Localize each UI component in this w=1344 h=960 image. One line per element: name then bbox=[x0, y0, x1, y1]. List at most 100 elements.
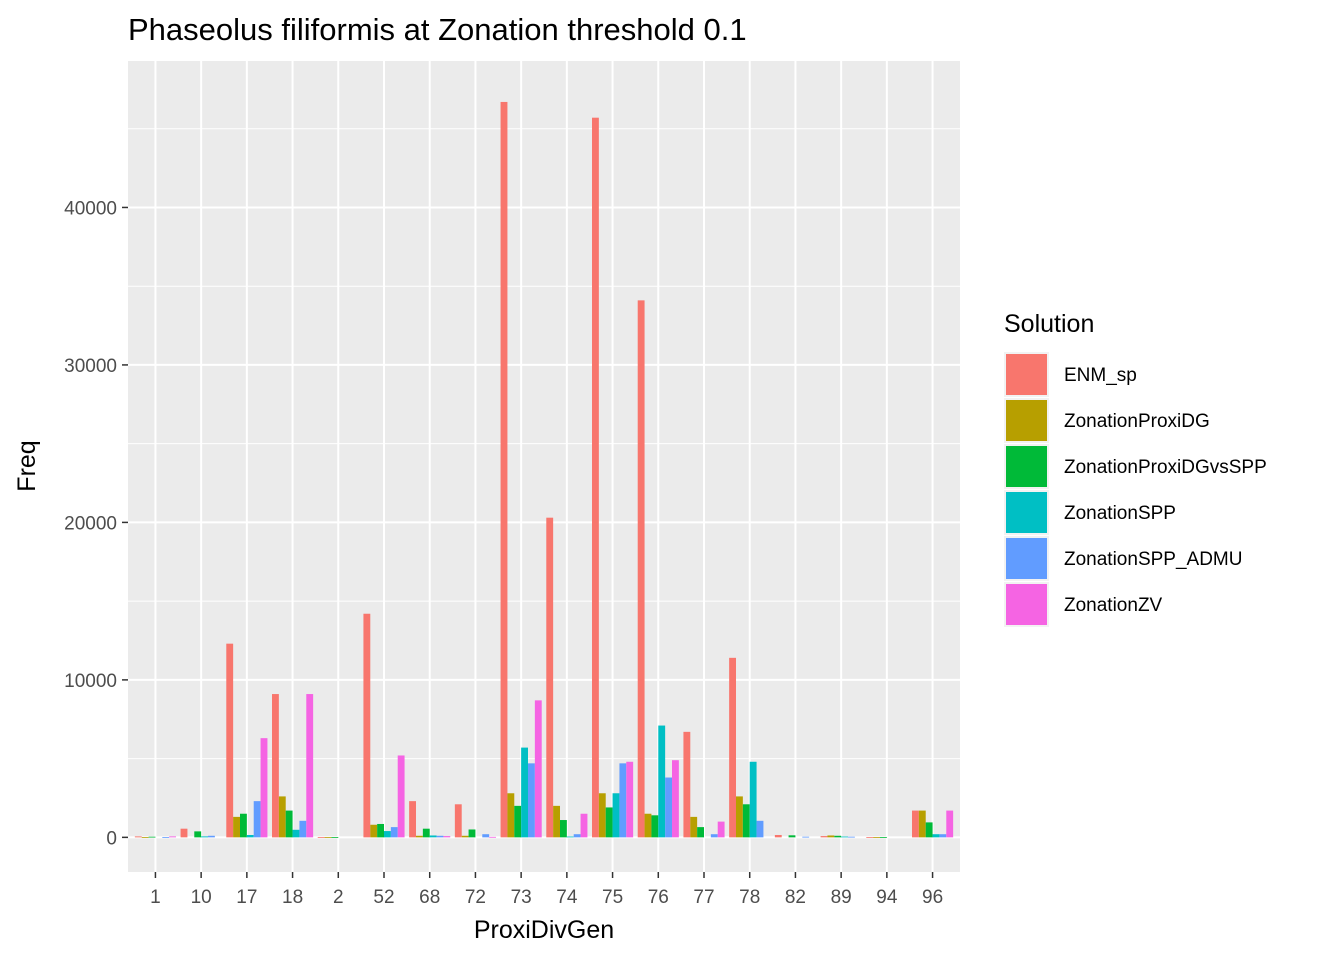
y-tick-label: 10000 bbox=[64, 671, 117, 692]
bar bbox=[377, 823, 384, 838]
bar bbox=[240, 813, 247, 838]
y-tick-label: 0 bbox=[106, 828, 117, 849]
bar bbox=[946, 810, 954, 838]
bar bbox=[637, 300, 645, 838]
x-tick-label: 72 bbox=[465, 887, 486, 908]
bar bbox=[717, 821, 725, 838]
bar bbox=[644, 813, 652, 838]
bar bbox=[363, 613, 371, 838]
bar bbox=[482, 834, 490, 838]
legend-key bbox=[1006, 584, 1047, 625]
bar bbox=[384, 831, 391, 838]
bar bbox=[658, 725, 666, 838]
bar bbox=[468, 829, 476, 838]
y-axis: 0 10000 20000 30000 40000 bbox=[64, 198, 128, 849]
bar bbox=[514, 805, 522, 838]
x-tick-label: 76 bbox=[648, 887, 669, 908]
bar bbox=[880, 837, 887, 838]
bar bbox=[834, 835, 842, 838]
y-axis-title: Freq bbox=[13, 440, 41, 491]
x-tick-label: 18 bbox=[282, 887, 303, 908]
bar bbox=[500, 101, 508, 838]
bar bbox=[324, 837, 332, 838]
legend-key bbox=[1006, 492, 1047, 533]
bar bbox=[201, 836, 208, 838]
bar bbox=[697, 827, 704, 838]
bar bbox=[285, 810, 293, 838]
bar bbox=[619, 763, 627, 838]
bar bbox=[436, 835, 444, 838]
bar bbox=[566, 836, 574, 838]
bar bbox=[528, 763, 535, 838]
x-tick-label: 74 bbox=[556, 887, 578, 908]
bar bbox=[626, 761, 634, 838]
bar bbox=[932, 834, 940, 838]
bar bbox=[866, 837, 874, 838]
bar bbox=[729, 657, 736, 838]
bar bbox=[848, 836, 855, 838]
x-axis-title: ProxiDivGen bbox=[474, 916, 614, 944]
legend-key bbox=[1006, 538, 1047, 579]
bar bbox=[580, 813, 588, 838]
legend-label: ZonationSPP bbox=[1064, 503, 1176, 524]
bar bbox=[422, 828, 430, 838]
bar bbox=[454, 804, 462, 838]
bar bbox=[162, 837, 170, 838]
bar bbox=[397, 755, 405, 838]
y-tick-label: 30000 bbox=[64, 356, 117, 377]
bar bbox=[141, 837, 149, 838]
bar bbox=[827, 835, 835, 838]
chart-title: Phaseolus filiformis at Zonation thresho… bbox=[128, 12, 747, 47]
bar bbox=[918, 810, 926, 838]
bar bbox=[461, 835, 469, 838]
x-tick-label: 1 bbox=[150, 887, 161, 908]
bar bbox=[306, 694, 314, 838]
x-tick-label: 89 bbox=[831, 887, 852, 908]
bar bbox=[208, 835, 215, 838]
bar bbox=[148, 836, 156, 838]
bar bbox=[246, 834, 254, 838]
bar bbox=[409, 801, 416, 838]
bar bbox=[292, 829, 300, 838]
bar bbox=[299, 820, 307, 838]
bar bbox=[873, 837, 880, 838]
bars bbox=[134, 101, 954, 838]
bar bbox=[489, 836, 496, 838]
bar bbox=[507, 793, 515, 838]
bar bbox=[788, 835, 796, 838]
y-tick-label: 20000 bbox=[64, 513, 117, 534]
bar bbox=[390, 827, 398, 838]
bar bbox=[260, 738, 268, 838]
x-tick-label: 10 bbox=[191, 887, 212, 908]
bar bbox=[226, 643, 234, 838]
bar bbox=[553, 805, 560, 838]
x-tick-label: 73 bbox=[511, 887, 532, 908]
bar bbox=[573, 834, 581, 838]
bar bbox=[925, 822, 933, 838]
bar bbox=[742, 804, 750, 838]
bar bbox=[272, 694, 279, 838]
bar bbox=[683, 731, 691, 838]
bar bbox=[672, 760, 679, 838]
bar bbox=[612, 793, 620, 838]
plot-panel bbox=[128, 61, 960, 872]
bar bbox=[331, 837, 339, 838]
legend-key bbox=[1006, 400, 1047, 441]
legend: Solution ENM_sp ZonationProxiDG ZonationPr… bbox=[1004, 310, 1267, 627]
bar bbox=[521, 747, 528, 838]
bar bbox=[802, 836, 810, 838]
legend-key bbox=[1006, 446, 1047, 487]
y-tick-label: 40000 bbox=[64, 198, 117, 219]
bar bbox=[598, 793, 606, 838]
bar bbox=[665, 777, 672, 838]
bar bbox=[317, 837, 325, 838]
bar bbox=[546, 517, 554, 838]
bar bbox=[278, 796, 286, 838]
bar bbox=[592, 117, 599, 838]
bar bbox=[774, 834, 782, 838]
legend-label: ZonationProxiDGvsSPP bbox=[1064, 457, 1267, 478]
x-tick-label: 94 bbox=[876, 887, 898, 908]
bar bbox=[253, 801, 261, 838]
legend-key bbox=[1006, 354, 1047, 395]
